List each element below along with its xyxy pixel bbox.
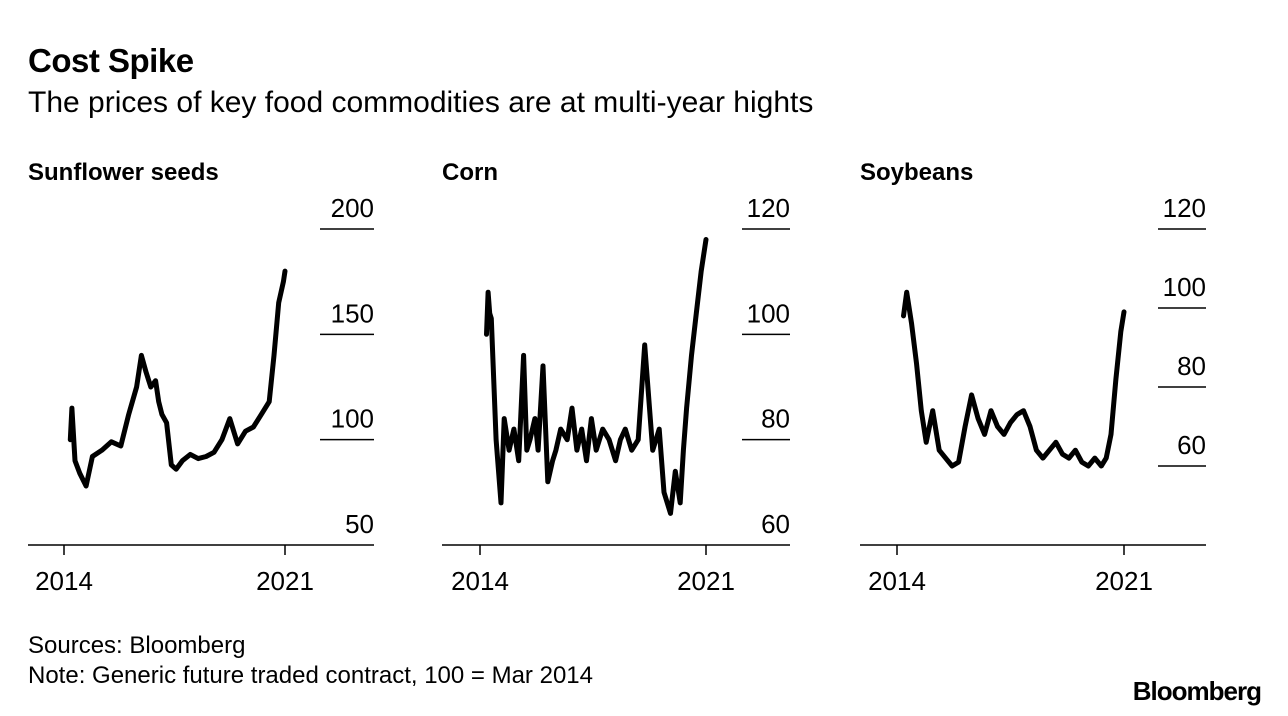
x-tick-label: 2014 (35, 566, 93, 596)
series-line-corn (484, 237, 709, 516)
chart-panel-2: Corn 120 100 80 60 2014 2021 (442, 159, 790, 596)
y-tick-label: 80 (761, 404, 790, 434)
y-tick-label: 120 (747, 193, 790, 223)
chart-title: Cost Spike (28, 42, 194, 79)
chart-subtitle: The prices of key food commodities are a… (28, 86, 814, 119)
y-tick-label: 100 (747, 298, 790, 328)
y-tick-label: 60 (1177, 430, 1206, 460)
chart-panel-1: Sunflower seeds 200 150 100 50 2014 2021 (28, 159, 374, 596)
bloomberg-logo: Bloomberg (1132, 676, 1262, 706)
x-tick-label: 2021 (677, 566, 735, 596)
series-line-soybeans (901, 289, 1127, 469)
y-tick-label: 100 (331, 404, 374, 434)
y-tick-label: 80 (1177, 351, 1206, 381)
chart-panel-3: Soybeans 120 100 80 60 2014 2021 (860, 159, 1206, 596)
x-tick-label: 2014 (451, 566, 509, 596)
series-line-sunflower-seeds (67, 268, 288, 489)
y-tick-label: 200 (331, 193, 374, 223)
x-tick-label: 2021 (256, 566, 314, 596)
y-tick-label: 150 (331, 298, 374, 328)
x-tick-label: 2021 (1095, 566, 1153, 596)
y-tick-label: 50 (345, 509, 374, 539)
y-tick-label: 100 (1163, 272, 1206, 302)
panel-title: Corn (442, 159, 498, 186)
footnote: Note: Generic future traded contract, 10… (28, 662, 593, 689)
panel-title: Soybeans (860, 159, 973, 186)
panel-title: Sunflower seeds (28, 159, 219, 186)
x-tick-label: 2014 (868, 566, 926, 596)
sources-note: Sources: Bloomberg (28, 632, 246, 659)
y-tick-label: 120 (1163, 193, 1206, 223)
y-tick-label: 60 (761, 509, 790, 539)
